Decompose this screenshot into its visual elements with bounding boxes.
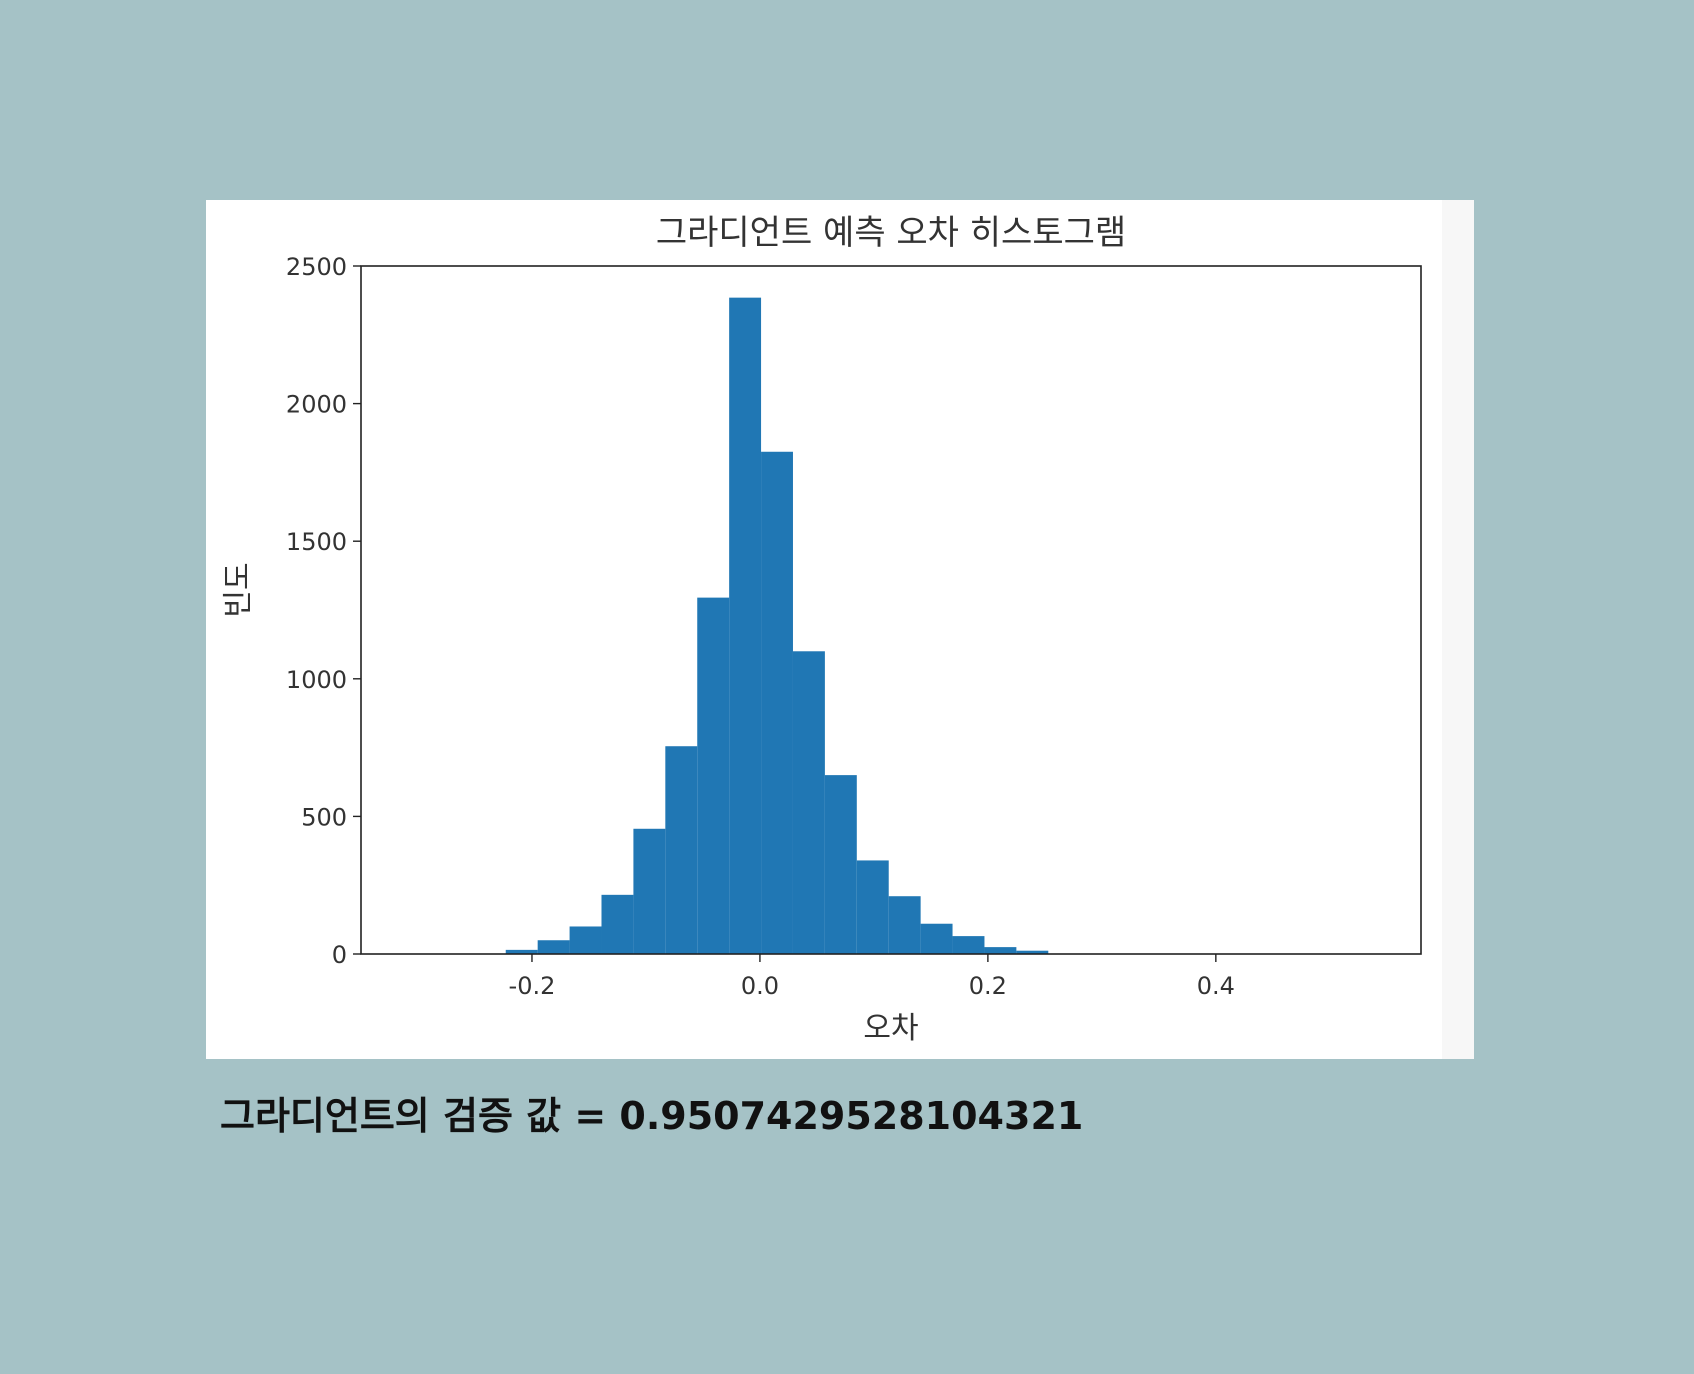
- histogram-bar: [920, 923, 953, 954]
- x-axis-label: 오차: [863, 1011, 918, 1046]
- y-tick-label: 0: [332, 941, 347, 969]
- y-tick-label: 2000: [286, 391, 347, 419]
- plot-frame: [360, 265, 1422, 955]
- x-tick-label: -0.2: [509, 972, 556, 1000]
- histogram-bar: [888, 896, 921, 954]
- histogram-bar: [665, 746, 698, 954]
- x-tick-label: 0.4: [1197, 972, 1235, 1000]
- histogram-chart: 0 500 1000 1500 2000 2500 -0.2 0.0 0.2 0.4 그라디언트 예…: [221, 213, 1422, 1046]
- histogram-bar: [952, 936, 985, 954]
- histogram-bar: [601, 894, 634, 954]
- histogram-bar: [984, 947, 1017, 954]
- histogram-bar: [569, 926, 602, 954]
- y-axis-label: 빈도: [221, 562, 256, 617]
- histogram-bar: [505, 949, 538, 954]
- histogram-bar: [761, 451, 793, 954]
- histogram-bar: [697, 597, 730, 954]
- histogram-bar: [792, 651, 825, 954]
- y-tick-label: 500: [301, 803, 347, 831]
- histogram-bar: [537, 940, 570, 954]
- histogram-bar: [856, 860, 889, 954]
- panel-edge: [1442, 200, 1474, 1059]
- validation-result-text: 그라디언트의 검증 값 = 0.9507429528104321: [220, 1094, 1084, 1138]
- chart-panel: 0 500 1000 1500 2000 2500 -0.2 0.0 0.2 0.4 그라디언트 예…: [206, 200, 1474, 1059]
- histogram-bar: [633, 828, 666, 954]
- histogram-bar: [824, 775, 857, 954]
- y-tick-label: 1000: [286, 666, 347, 694]
- chart-title: 그라디언트 예측 오차 히스토그램: [656, 213, 1126, 253]
- x-tick-label: 0.0: [741, 972, 779, 1000]
- histogram-bar: [729, 297, 762, 954]
- y-tick-label: 2500: [286, 253, 347, 281]
- histogram-bar: [1016, 950, 1049, 954]
- x-tick-label: 0.2: [969, 972, 1007, 1000]
- y-tick-label: 1500: [286, 528, 347, 556]
